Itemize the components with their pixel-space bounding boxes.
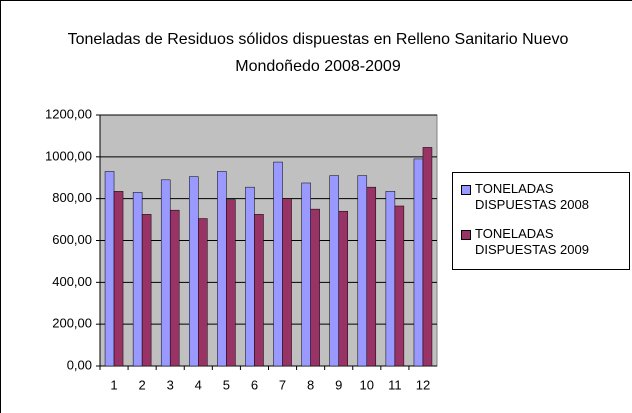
bar — [245, 186, 255, 367]
bar — [104, 171, 115, 367]
bar — [301, 182, 311, 367]
bar — [198, 218, 208, 367]
bar — [226, 199, 236, 367]
x-tick-label: 8 — [307, 377, 314, 392]
legend-label: TONELADAS DISPUESTAS 2008 — [475, 181, 589, 212]
bar — [338, 210, 348, 367]
bar — [160, 179, 171, 367]
x-tick-label: 7 — [279, 377, 286, 392]
bar — [169, 209, 180, 367]
legend-swatch — [461, 185, 471, 195]
x-tick-label: 11 — [388, 377, 402, 392]
y-tick-label: 0,00 — [67, 357, 92, 372]
bar — [310, 208, 320, 367]
x-tick-label: 12 — [416, 377, 430, 392]
y-tick-label: 400,00 — [52, 274, 92, 289]
legend: TONELADAS DISPUESTAS 2008 TONELADAS DISPU… — [452, 172, 630, 270]
y-tick-label: 800,00 — [52, 190, 92, 205]
y-tick-label: 1000,00 — [45, 148, 92, 163]
bar — [113, 191, 124, 367]
legend-label: TONELADAS DISPUESTAS 2009 — [475, 226, 589, 257]
bar — [366, 186, 377, 367]
bar — [329, 175, 339, 367]
x-tick-label: 10 — [360, 377, 374, 392]
x-tick-label: 6 — [251, 377, 258, 392]
bar — [413, 158, 424, 367]
y-tick-label: 200,00 — [52, 316, 92, 331]
bar — [357, 175, 368, 367]
y-tick-label: 600,00 — [52, 232, 92, 247]
chart-title: Toneladas de Residuos sólidos dispuestas… — [67, 31, 569, 75]
y-tick-label: 1200,00 — [45, 106, 92, 121]
bar — [282, 198, 292, 367]
bar — [132, 192, 143, 367]
x-tick-label: 1 — [110, 377, 117, 392]
bar — [394, 205, 405, 367]
legend-swatch — [461, 230, 471, 240]
bar — [141, 214, 152, 367]
bar — [273, 161, 283, 367]
x-tick-label: 4 — [195, 377, 202, 392]
bar — [189, 176, 199, 367]
bar — [217, 171, 227, 367]
x-tick-label: 9 — [335, 377, 342, 392]
bar — [385, 191, 396, 367]
bar — [422, 147, 433, 367]
bar — [254, 214, 264, 367]
x-tick-label: 5 — [223, 377, 230, 392]
x-tick-label: 2 — [139, 377, 146, 392]
x-tick-label: 3 — [167, 377, 174, 392]
